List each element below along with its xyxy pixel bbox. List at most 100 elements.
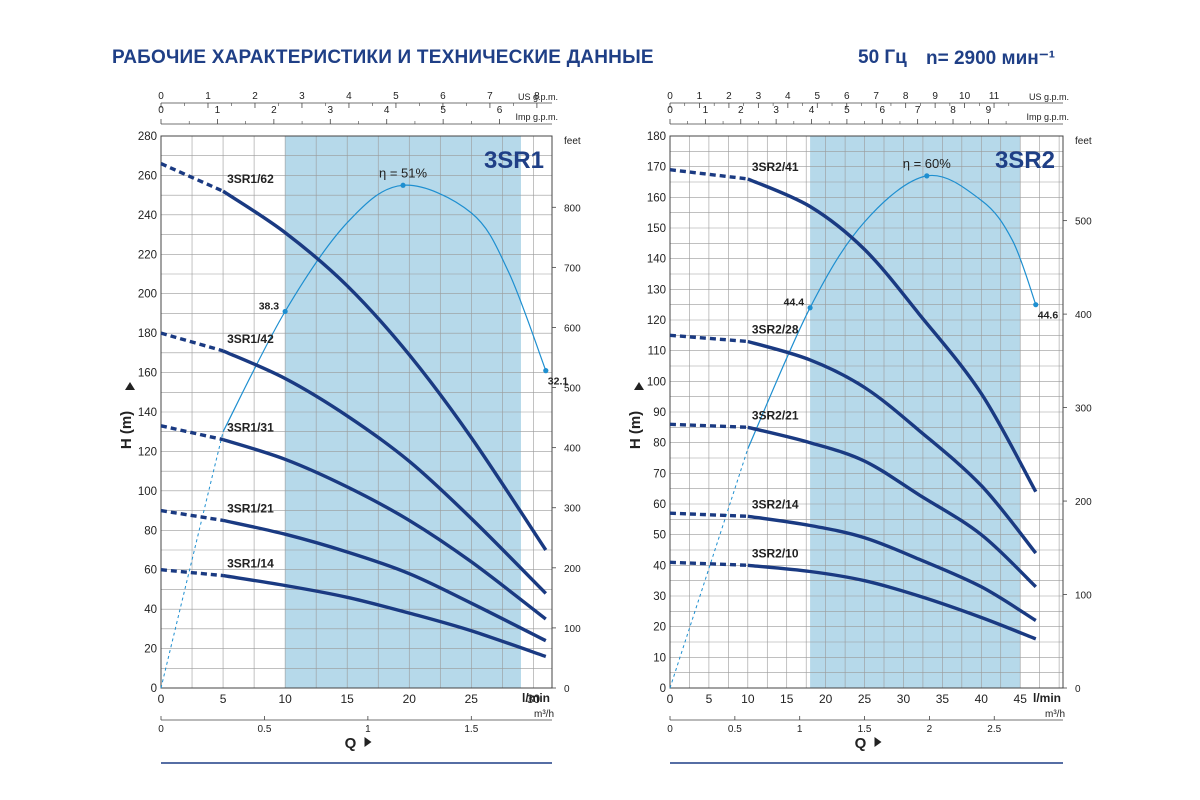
x-tick-label: 5 (706, 692, 713, 706)
pump-curve-label: 3SR2/41 (752, 160, 799, 174)
y-tick-label: 150 (647, 223, 666, 235)
y-tick-label: 110 (648, 346, 666, 358)
y-tick-label: 120 (647, 315, 666, 327)
feet-tick-label: 0 (564, 684, 570, 695)
feet-tick-label: 200 (1075, 497, 1092, 508)
chart-3sr2: 3SR2010203040506070809010011012013014015… (627, 91, 1092, 764)
imp-tick-label: 2 (271, 105, 277, 116)
efficiency-curve-dashed (160, 431, 224, 689)
us-tick-label: 4 (346, 91, 352, 102)
y-tick-label: 20 (144, 644, 157, 656)
y-tick-label: 140 (138, 407, 157, 419)
x-axis-arrow-icon (874, 737, 882, 747)
pump-curve-dashed (669, 511, 748, 518)
x-tick-label: 40 (975, 692, 989, 706)
y-tick-label: 40 (653, 560, 666, 572)
efficiency-marker (400, 182, 406, 188)
x-tick-label: 35 (936, 692, 950, 706)
feet-tick-label: 0 (1075, 684, 1081, 695)
y-tick-label: 160 (138, 368, 157, 380)
pump-curve-dashed (669, 168, 748, 181)
imp-tick-label: 0 (158, 105, 164, 116)
us-unit-label: US g.p.m. (1029, 92, 1069, 102)
x-unit-label: l/min (522, 691, 550, 705)
us-tick-label: 1 (697, 91, 703, 102)
us-tick-label: 10 (959, 91, 971, 102)
x-axis-arrow-icon (364, 737, 372, 747)
x-axis-label: Q (855, 735, 867, 752)
chart-title: 3SR1 (484, 147, 544, 174)
efficiency-marker (543, 368, 549, 374)
us-tick-label: 11 (989, 91, 1000, 102)
y-tick-label: 80 (653, 438, 666, 450)
y-tick-label: 60 (144, 565, 157, 577)
feet-tick-label: 300 (1075, 404, 1092, 415)
pump-curve-label: 3SR2/10 (752, 546, 799, 560)
us-tick-label: 5 (393, 91, 399, 102)
plot-frame (669, 135, 1064, 689)
pump-curve (747, 177, 1038, 493)
efficiency-marker-label: 44.4 (784, 297, 805, 309)
x-tick-label: 0 (158, 692, 165, 706)
pump-curve (747, 339, 1038, 555)
x-tick-label: 10 (741, 692, 755, 706)
feet-tick-label: 300 (564, 504, 581, 515)
y-axis-label: H (m) (118, 411, 135, 449)
y-tick-label: 220 (138, 249, 157, 261)
y-tick-label: 130 (647, 284, 666, 296)
speed-label: n= 2900 мин⁻¹ (926, 48, 1056, 69)
y-tick-label: 240 (138, 210, 157, 222)
y-tick-label: 50 (653, 530, 666, 542)
y-tick-label: 80 (144, 525, 157, 537)
pump-curve (222, 349, 548, 595)
y-tick-label: 90 (653, 407, 666, 419)
pump-curve-dashed (669, 333, 748, 344)
m3h-unit-label: m³/h (534, 709, 554, 720)
feet-unit-label: feet (1075, 136, 1092, 147)
imp-tick-label: 5 (440, 105, 446, 116)
page-title: РАБОЧИЕ ХАРАКТЕРИСТИКИ И ТЕХНИЧЕСКИЕ ДАН… (112, 47, 654, 68)
x-tick-label: 5 (220, 692, 227, 706)
m3h-tick-label: 1 (797, 724, 803, 735)
y-tick-label: 30 (653, 591, 666, 603)
x-tick-label: 30 (527, 692, 541, 706)
y-tick-label: 60 (653, 499, 666, 511)
us-tick-label: 0 (158, 91, 164, 102)
m3h-tick-label: 0.5 (257, 724, 271, 735)
us-tick-label: 3 (299, 91, 305, 102)
pump-curve-label: 3SR1/31 (227, 421, 274, 435)
y-tick-label: 10 (653, 652, 666, 664)
pump-curve (222, 437, 547, 621)
pump-curve-dashed (160, 568, 224, 578)
imp-tick-label: 4 (809, 105, 815, 116)
y-axis-arrow-icon (125, 382, 135, 390)
y-tick-label: 100 (647, 376, 666, 388)
y-tick-label: 0 (151, 683, 157, 695)
efficiency-marker-label: 32.1 (548, 376, 569, 388)
y-tick-label: 280 (138, 131, 157, 143)
y-tick-label: 180 (138, 328, 157, 340)
chart-title: 3SR2 (995, 147, 1055, 174)
us-unit-label: US g.p.m. (518, 92, 558, 102)
pump-curve (747, 514, 1037, 622)
us-tick-label: 1 (205, 91, 211, 102)
m3h-tick-label: 0 (158, 724, 164, 735)
pump-curve-label: 3SR1/14 (227, 557, 274, 571)
us-tick-label: 3 (756, 91, 762, 102)
m3h-tick-label: 1.5 (464, 724, 478, 735)
pump-curve (222, 518, 547, 643)
us-tick-label: 6 (440, 91, 446, 102)
pump-curve-label: 3SR2/21 (752, 408, 799, 422)
imp-unit-label: Imp g.p.m. (515, 112, 558, 122)
pump-curve-dashed (160, 424, 224, 442)
x-tick-label: 25 (465, 692, 479, 706)
efficiency-marker-label: 38.3 (259, 300, 280, 312)
y-tick-label: 140 (647, 254, 666, 266)
y-tick-label: 260 (138, 170, 157, 182)
pump-curve-label: 3SR2/14 (752, 497, 799, 511)
imp-tick-label: 8 (950, 105, 956, 116)
imp-tick-label: 7 (915, 105, 921, 116)
x-tick-label: 15 (341, 692, 355, 706)
y-tick-label: 170 (647, 162, 666, 174)
m3h-tick-label: 0 (667, 724, 673, 735)
